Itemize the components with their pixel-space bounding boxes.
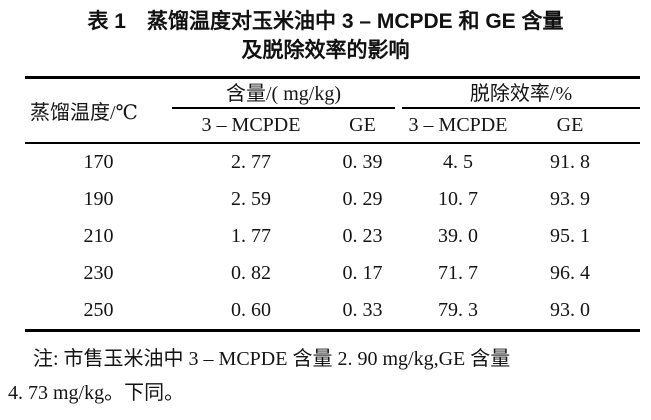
subcol-content-ge: GE bbox=[349, 114, 376, 136]
cell-content-ge: 0. 17 bbox=[342, 262, 383, 284]
cell-content-ge: 0. 29 bbox=[342, 188, 383, 210]
data-table: 蒸馏温度/℃ 含量/( mg/kg) 3 – MCPDE GE 脱除效率/% 3… bbox=[25, 76, 640, 332]
cell-temperature: 250 bbox=[83, 299, 114, 321]
table-header: 蒸馏温度/℃ 含量/( mg/kg) 3 – MCPDE GE 脱除效率/% 3… bbox=[25, 76, 640, 144]
subcol-content-mcpde: 3 – MCPDE bbox=[201, 114, 301, 136]
cell-content-mcpde: 1. 77 bbox=[231, 225, 271, 247]
group-gap-spacer bbox=[395, 144, 402, 181]
table-row: 170 2. 77 0. 39 4. 5 91. 8 bbox=[25, 144, 640, 181]
cell-content-mcpde: 0. 60 bbox=[231, 299, 271, 321]
cell-removal-mcpde: 71. 7 bbox=[438, 262, 478, 284]
cell-content-mcpde: 0. 82 bbox=[231, 262, 271, 284]
table-body: 170 2. 77 0. 39 4. 5 91. 8 190 2. 59 0. … bbox=[25, 144, 640, 332]
col-group-content-subheaders: 3 – MCPDE GE bbox=[172, 109, 395, 142]
col-header-temperature: 蒸馏温度/℃ bbox=[30, 102, 138, 124]
table-caption-line1: 表 1 蒸馏温度对玉米油中 3 – MCPDE 和 GE 含量 bbox=[87, 10, 564, 33]
cell-removal-mcpde: 39. 0 bbox=[438, 225, 478, 247]
subcol-removal-mcpde: 3 – MCPDE bbox=[408, 114, 508, 136]
group-gap-spacer bbox=[395, 181, 402, 218]
table-caption-line2: 及脱除效率的影响 bbox=[241, 39, 410, 62]
footnote-line1: 注: 市售玉米油中 3 – MCPDE 含量 2. 90 mg/kg,GE 含量 bbox=[33, 348, 511, 370]
cell-content-ge: 0. 23 bbox=[342, 225, 383, 247]
cell-removal-ge: 96. 4 bbox=[550, 262, 590, 284]
cell-removal-ge: 95. 1 bbox=[550, 225, 590, 247]
cell-temperature: 170 bbox=[83, 151, 114, 173]
group-gap-spacer bbox=[395, 79, 402, 142]
cell-removal-ge: 93. 0 bbox=[550, 299, 590, 321]
group-gap-spacer bbox=[395, 255, 402, 292]
footnote-line2: 4. 73 mg/kg。下同。 bbox=[8, 382, 185, 404]
group-gap-spacer bbox=[395, 292, 402, 329]
table-caption: 表 1 蒸馏温度对玉米油中 3 – MCPDE 和 GE 含量 及脱除效率的影响 bbox=[0, 0, 651, 65]
col-group-removal: 脱除效率/% 3 – MCPDE GE bbox=[402, 79, 640, 142]
cell-content-ge: 0. 39 bbox=[342, 151, 383, 173]
cell-removal-ge: 93. 9 bbox=[550, 188, 590, 210]
col-group-content-label: 含量/( mg/kg) bbox=[172, 79, 395, 109]
cell-content-mcpde: 2. 77 bbox=[231, 151, 271, 173]
col-group-content: 含量/( mg/kg) 3 – MCPDE GE bbox=[172, 79, 395, 142]
cell-removal-ge: 91. 8 bbox=[550, 151, 590, 173]
group-gap-spacer bbox=[395, 218, 402, 255]
cell-temperature: 230 bbox=[83, 262, 114, 284]
cell-temperature: 190 bbox=[83, 188, 114, 210]
table-row: 230 0. 82 0. 17 71. 7 96. 4 bbox=[25, 255, 640, 292]
table-row: 250 0. 60 0. 33 79. 3 93. 0 bbox=[25, 292, 640, 329]
col-group-removal-label: 脱除效率/% bbox=[402, 79, 640, 109]
cell-removal-mcpde: 4. 5 bbox=[443, 151, 473, 173]
cell-removal-mcpde: 10. 7 bbox=[438, 188, 478, 210]
cell-temperature: 210 bbox=[83, 225, 114, 247]
table-row: 210 1. 77 0. 23 39. 0 95. 1 bbox=[25, 218, 640, 255]
subcol-removal-ge: GE bbox=[556, 114, 584, 136]
cell-content-mcpde: 2. 59 bbox=[231, 188, 271, 210]
table-footnote: 注: 市售玉米油中 3 – MCPDE 含量 2. 90 mg/kg,GE 含量… bbox=[8, 342, 644, 410]
col-group-removal-subheaders: 3 – MCPDE GE bbox=[402, 109, 640, 142]
cell-removal-mcpde: 79. 3 bbox=[438, 299, 478, 321]
table-row: 190 2. 59 0. 29 10. 7 93. 9 bbox=[25, 181, 640, 218]
cell-content-ge: 0. 33 bbox=[342, 299, 383, 321]
